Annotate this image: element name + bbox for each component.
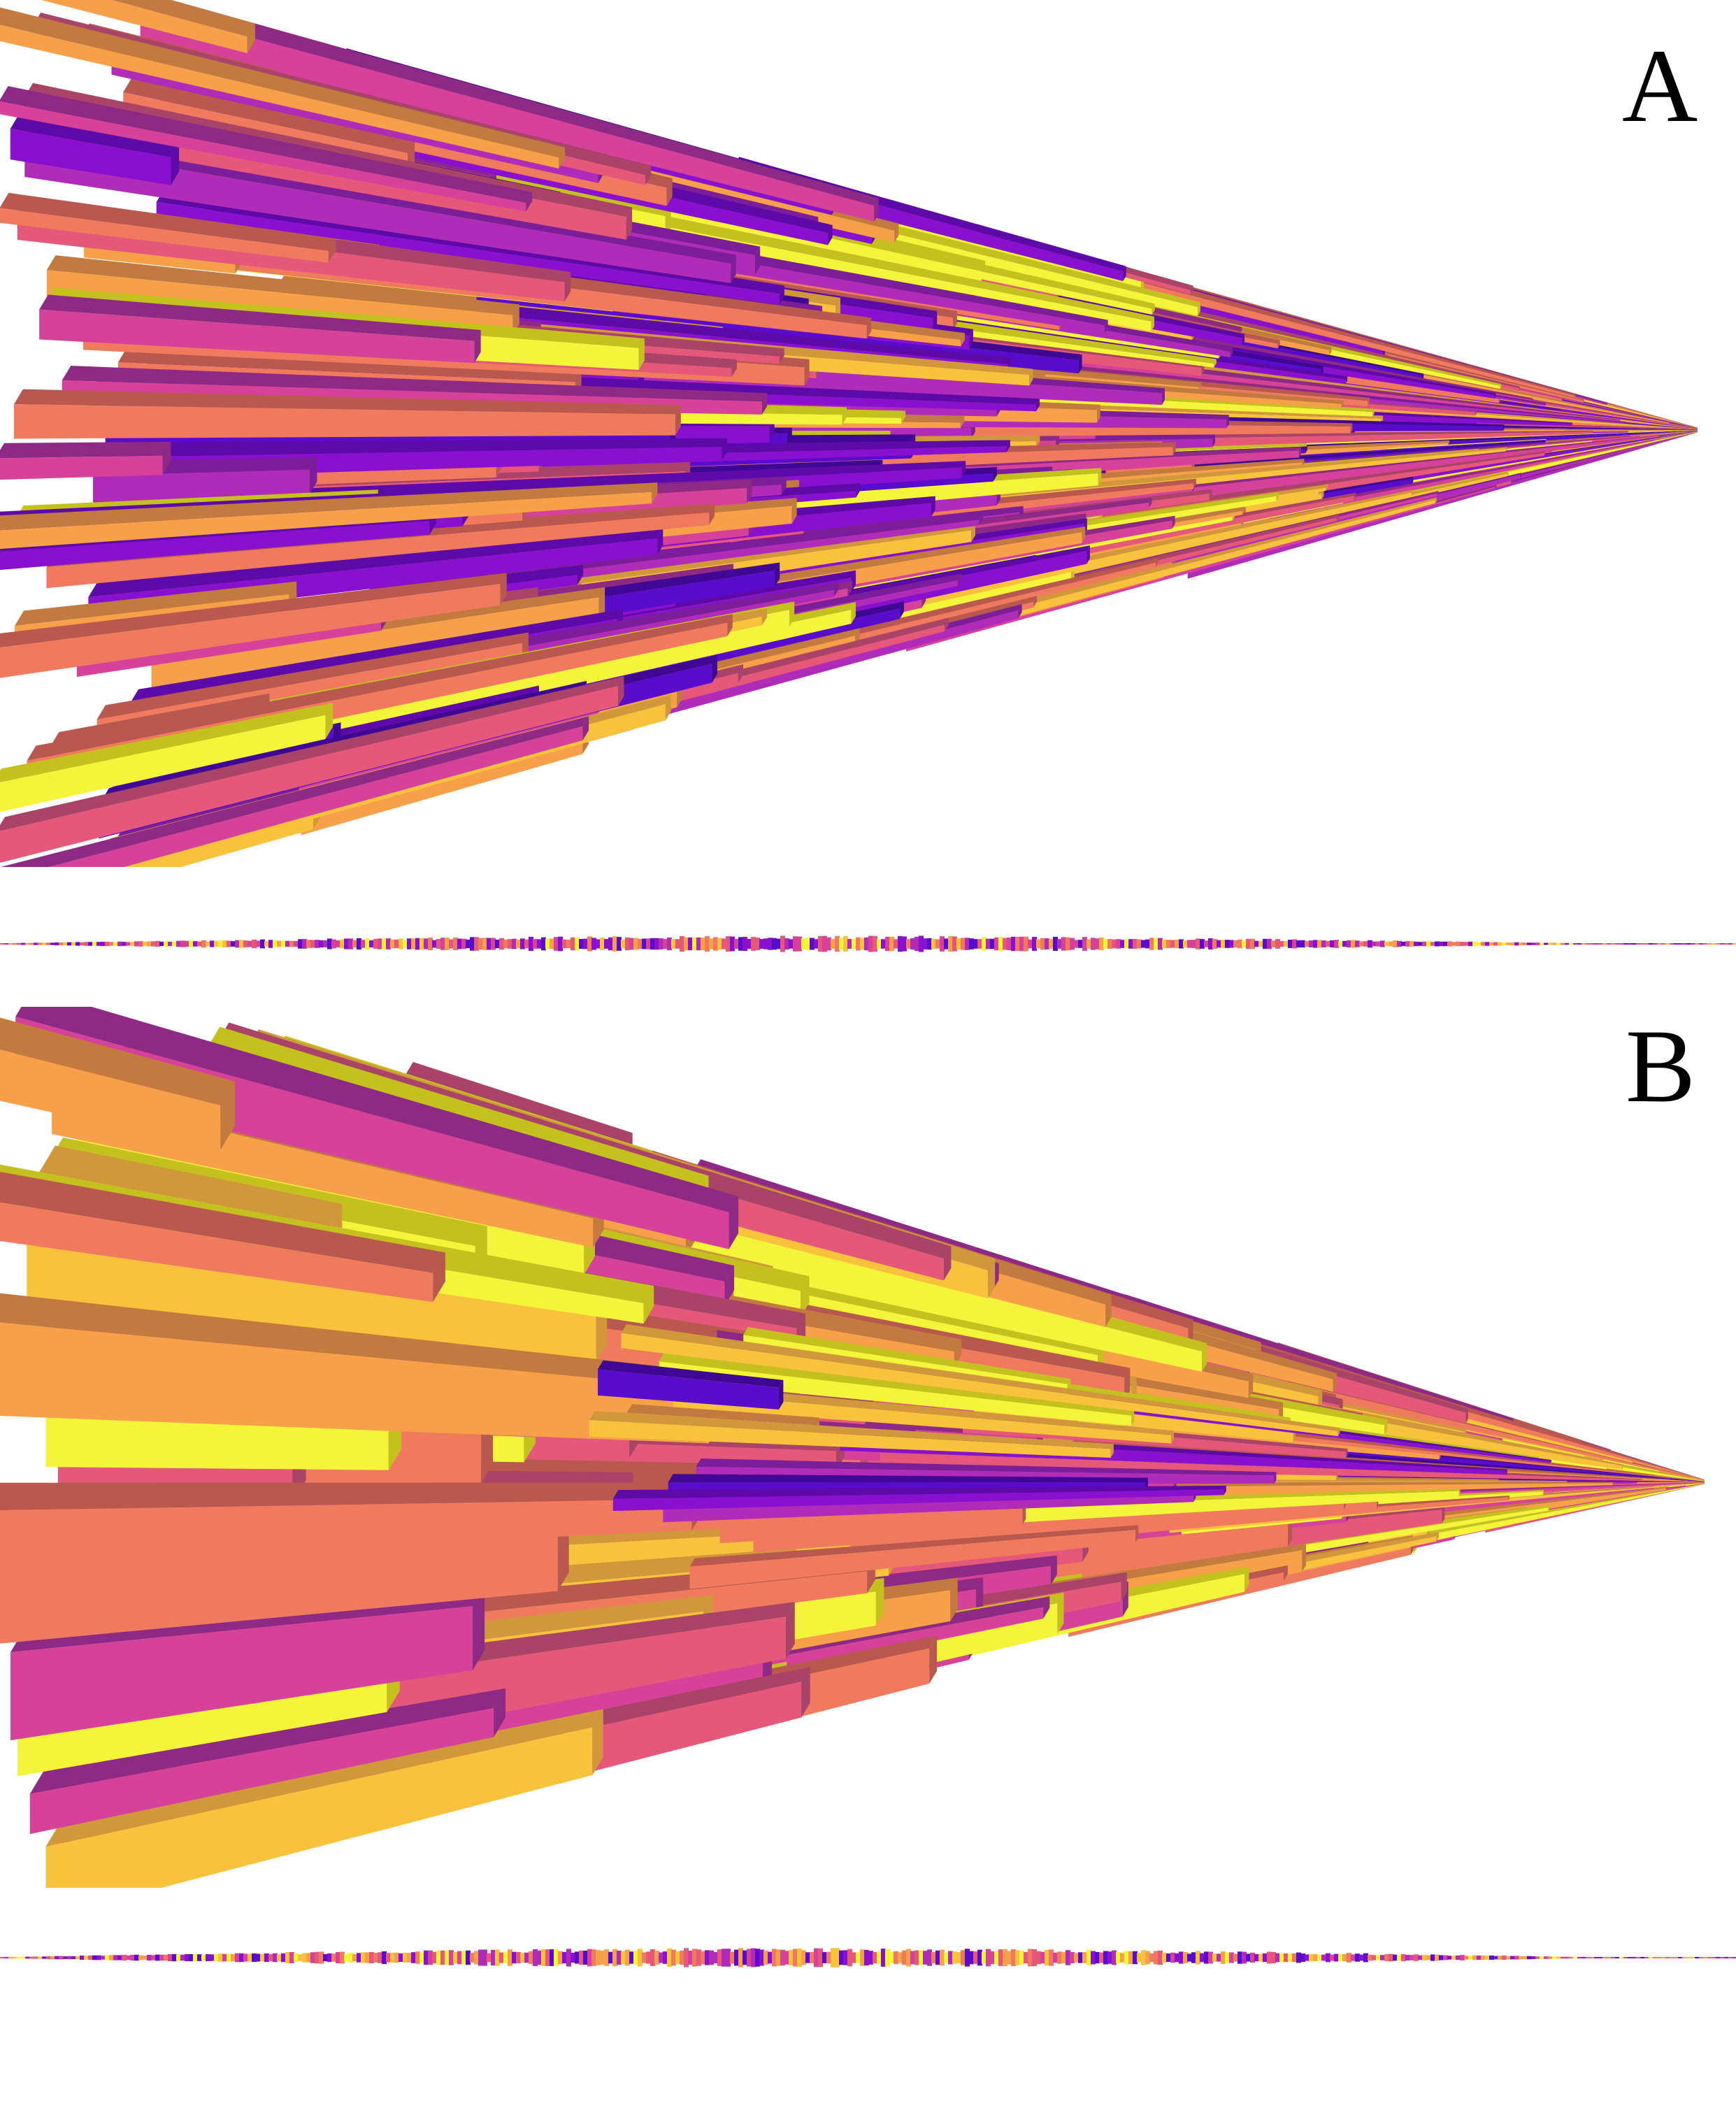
panel-b-side-view-image — [0, 1948, 1736, 1967]
panel-a-image — [0, 0, 1698, 867]
panel-b-image — [0, 1007, 1705, 1888]
panel-a-render — [0, 0, 1736, 867]
panel-b-side-view — [0, 1944, 1736, 1972]
panel-a-side-view-image — [0, 935, 1736, 952]
panel-b-render — [0, 1007, 1736, 1888]
panel-a-side-view — [0, 930, 1736, 958]
panel-b-label: B — [1626, 1008, 1696, 1124]
panel-a-label: A — [1622, 28, 1698, 144]
